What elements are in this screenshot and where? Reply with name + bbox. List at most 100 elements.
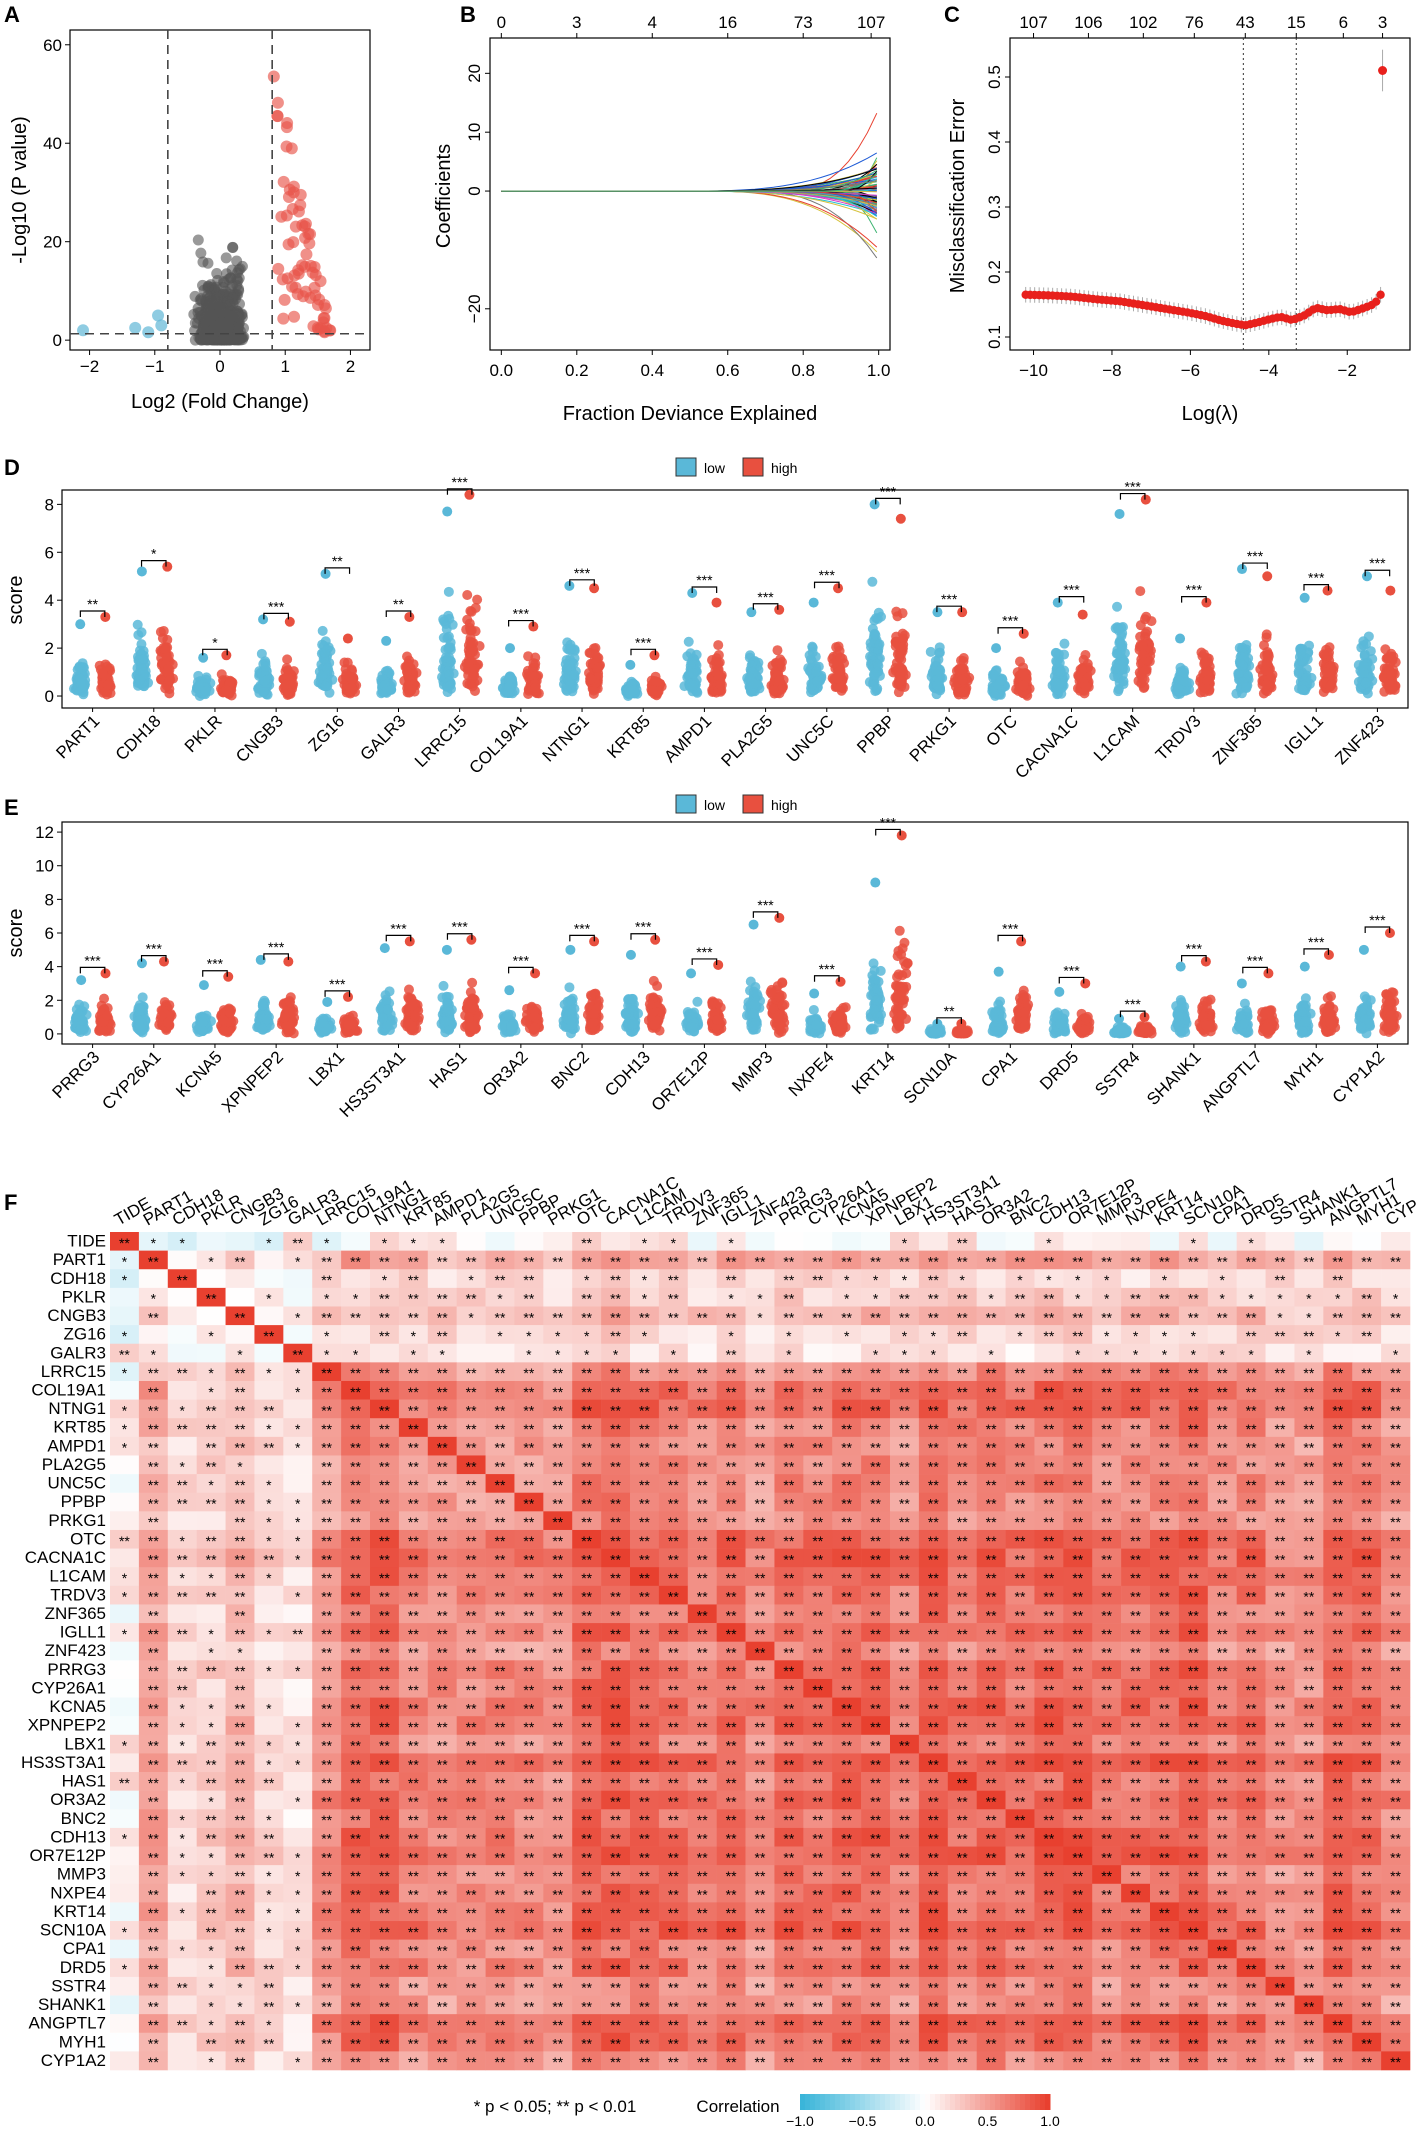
strip-point — [934, 647, 945, 658]
strip-point — [462, 589, 473, 600]
gene-tick-label: CDH18 — [112, 711, 165, 764]
panel-b-label: B — [460, 2, 476, 27]
strip-point — [470, 1022, 481, 1033]
gene-tick-label: ZNF423 — [1331, 711, 1388, 768]
strip-point — [319, 647, 330, 658]
strip-point — [343, 1019, 354, 1030]
significance-label: *** — [1063, 582, 1080, 598]
y-tick-label: 8 — [45, 495, 54, 514]
volcano-point-down — [152, 309, 165, 322]
significance-label: *** — [757, 589, 774, 605]
strip-point — [78, 682, 89, 693]
y-tick-label: −20 — [465, 294, 484, 323]
strip-point — [257, 1024, 268, 1035]
strip-point — [990, 690, 1001, 701]
volcano-point — [227, 241, 239, 253]
top-tick-label: 15 — [1287, 13, 1306, 32]
strip-point — [438, 632, 449, 643]
volcano-point — [220, 252, 232, 264]
significance-label: *** — [390, 920, 407, 936]
strip-point — [445, 680, 456, 691]
x-tick-label: −2 — [80, 357, 99, 376]
gene-tick-label: TRDV3 — [1152, 711, 1205, 764]
strip-point — [529, 1022, 540, 1033]
strip-point — [588, 643, 599, 654]
strip-point — [832, 673, 843, 684]
strip-point — [1293, 666, 1304, 677]
strip-point — [401, 666, 412, 677]
legend-label-low: low — [704, 460, 726, 476]
error-point — [1376, 290, 1385, 299]
legend-swatch-high — [742, 457, 764, 477]
gene-tick-label: AMPD1 — [660, 711, 715, 766]
strip-point — [1321, 667, 1332, 678]
strip-point — [1080, 649, 1091, 660]
strip-point-max — [895, 513, 906, 524]
strip-point-max — [505, 643, 516, 654]
strip-point — [804, 650, 815, 661]
strip-point — [282, 689, 293, 700]
strip-point — [160, 644, 171, 655]
strip-point — [1179, 667, 1190, 678]
strip-point — [772, 645, 783, 656]
strip-point-max — [381, 635, 392, 646]
strip-point — [443, 586, 454, 597]
strip-point — [1297, 684, 1308, 695]
top-tick-label: 0 — [497, 13, 506, 32]
strip-point — [873, 660, 884, 671]
strip-point — [260, 661, 271, 672]
volcano-point-down — [129, 321, 142, 334]
strip-point — [894, 652, 905, 663]
significance-label: *** — [574, 920, 591, 936]
strip-point-max — [833, 583, 844, 594]
strip-point — [403, 685, 414, 696]
strip-point — [317, 625, 328, 636]
gene-tick-label: PRKG1 — [906, 711, 960, 765]
strip-point — [341, 668, 352, 679]
strip-point — [895, 675, 906, 686]
strip-point — [768, 685, 779, 696]
strip-point-max — [342, 633, 353, 644]
strip-point — [894, 662, 905, 673]
gene-tick-label: PART1 — [52, 711, 103, 762]
strip-point-max — [198, 980, 209, 991]
strip-point — [97, 668, 108, 679]
y-tick-label: 0.3 — [985, 195, 1004, 219]
significance-label: ** — [87, 596, 98, 612]
strip-point — [280, 679, 291, 690]
x-tick-label: −10 — [1019, 361, 1048, 380]
legend-label-high: high — [771, 460, 797, 476]
y-tick-label: 0.5 — [985, 65, 1004, 89]
strip-point — [407, 1000, 418, 1011]
significance-label: *** — [1247, 548, 1264, 564]
significance-label: *** — [84, 952, 101, 968]
panel-d-label: D — [4, 455, 20, 480]
strip-point — [382, 1021, 393, 1032]
strip-point — [163, 1017, 174, 1028]
strip-point — [565, 1015, 576, 1026]
significance-label: *** — [1369, 555, 1386, 571]
strip-point — [1358, 640, 1369, 651]
strip-point — [288, 1006, 299, 1017]
significance-label: *** — [1125, 479, 1142, 495]
strip-point — [683, 636, 694, 647]
significance-label: *** — [941, 591, 958, 607]
strip-point — [1141, 611, 1152, 622]
strip-point — [467, 977, 478, 988]
x-tick-label: −4 — [1259, 361, 1278, 380]
volcano-point-up — [292, 264, 305, 277]
gene-tick-label: PLA2G5 — [718, 711, 777, 770]
gene-tick-label: KRT85 — [603, 711, 654, 762]
strip-point — [1112, 601, 1123, 612]
panel-d-frame — [61, 489, 1409, 709]
volcano-point-up — [271, 109, 284, 122]
volcano-point-up — [286, 280, 299, 293]
volcano-point-up — [272, 262, 285, 275]
strip-point — [438, 614, 449, 625]
volcano-point — [193, 332, 205, 344]
volcano-point-up — [278, 293, 291, 306]
gene-tick-label: COL19A1 — [465, 711, 531, 777]
panel-a-x-axis-label: Log2 (Fold Change) — [131, 391, 309, 413]
